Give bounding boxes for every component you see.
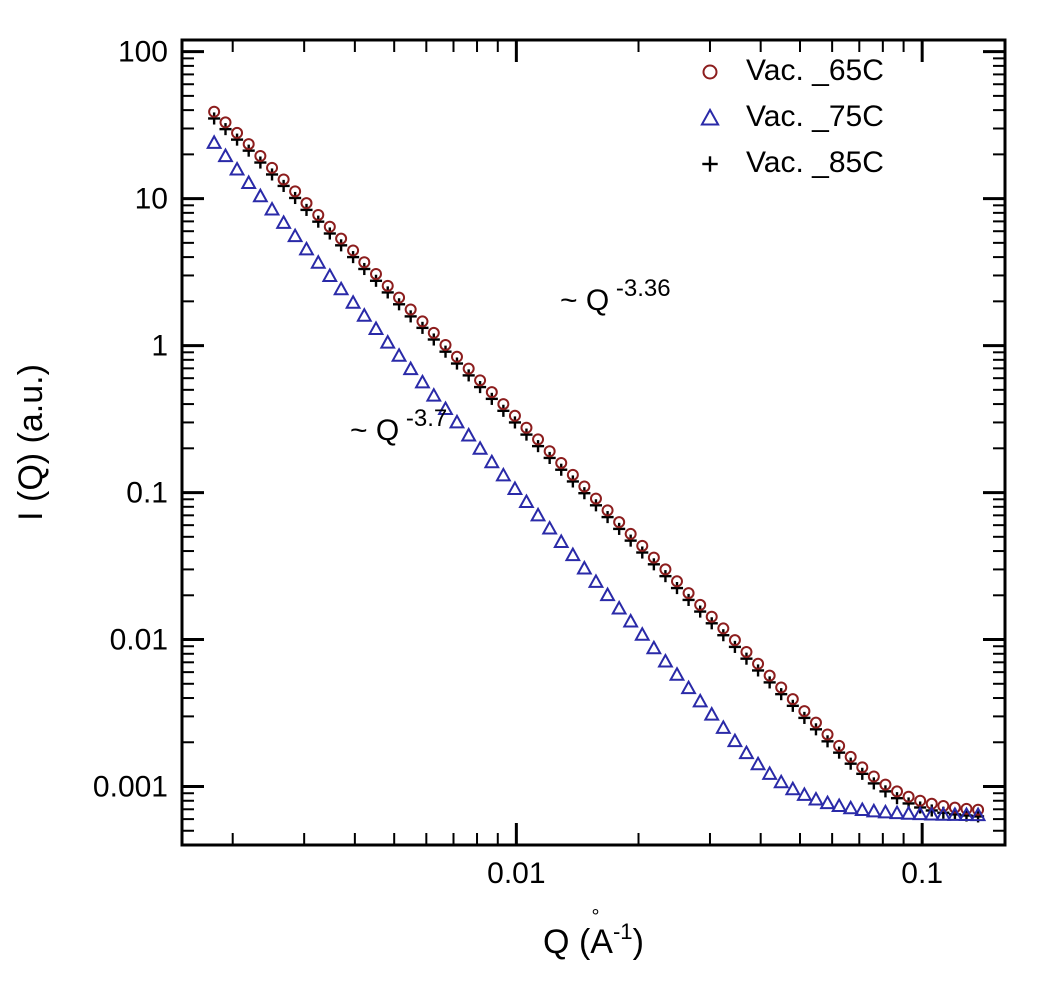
series-s75 <box>208 136 985 820</box>
y-tick-label: 0.01 <box>110 624 168 657</box>
legend: Vac. _65C Vac. _75C Vac. _85C <box>702 54 884 179</box>
legend-label: Vac. _65C <box>746 54 884 87</box>
legend-label: Vac. _85C <box>746 146 884 179</box>
series-s65 <box>209 107 983 815</box>
y-tick-label: 0.1 <box>126 477 168 510</box>
scatter-chart: 0.0010.010.11101000.010.1I (Q) (a.u.)Q (… <box>0 0 1050 984</box>
y-tick-label: 100 <box>118 36 168 69</box>
y-tick-label: 0.001 <box>93 771 168 804</box>
slope-label-3-7: ~ Q -3.7 <box>350 405 447 447</box>
angstrom-ring: ° <box>592 906 600 928</box>
chart-container: 0.0010.010.11101000.010.1I (Q) (a.u.)Q (… <box>0 0 1050 984</box>
data-layer <box>208 107 985 823</box>
y-axis-label: I (Q) (a.u.) <box>12 364 50 521</box>
x-tick-label: 0.1 <box>901 857 943 890</box>
y-tick-label: 1 <box>151 330 168 363</box>
legend-item <box>704 66 717 79</box>
x-tick-label: 0.01 <box>487 857 545 890</box>
slope-label-3-36: ~ Q -3.36 <box>560 275 671 317</box>
y-tick-label: 10 <box>135 183 168 216</box>
legend-label: Vac. _75C <box>746 100 884 133</box>
series-s85 <box>208 112 984 822</box>
legend-item <box>702 156 717 171</box>
legend-item <box>702 110 718 125</box>
